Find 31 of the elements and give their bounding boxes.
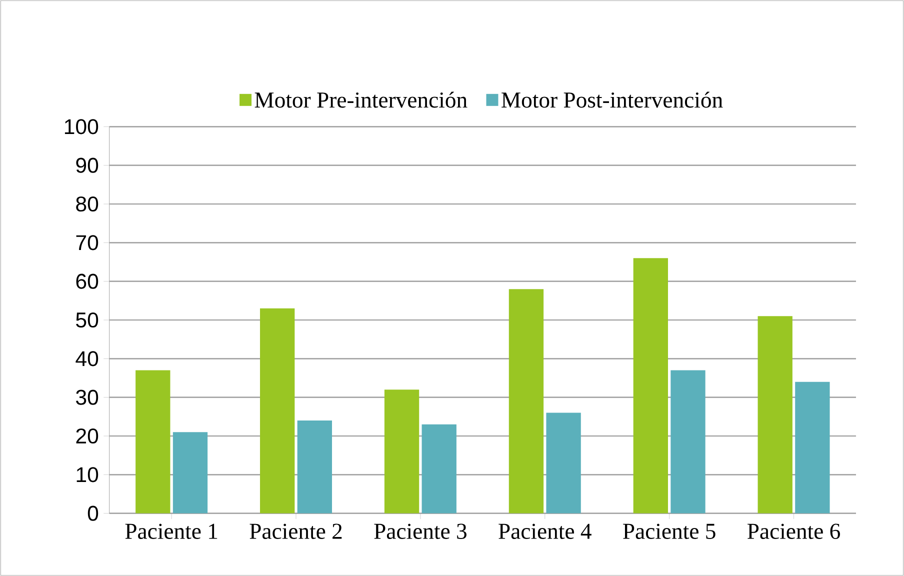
y-tick-label: 90 xyxy=(76,158,98,173)
bar xyxy=(422,424,456,514)
y-tick-label: 20 xyxy=(76,428,98,444)
bar xyxy=(260,308,295,514)
bar xyxy=(795,382,830,514)
legend-label: Motor Post-intervención xyxy=(502,92,723,108)
bar xyxy=(508,289,544,514)
x-tick-label: Paciente 3 xyxy=(374,524,466,539)
bar xyxy=(136,370,170,514)
y-tick-label: 60 xyxy=(76,274,98,289)
y-tick-label: 100 xyxy=(64,119,98,134)
x-tick-label: Paciente 4 xyxy=(498,524,592,539)
bar xyxy=(297,420,332,514)
y-tick-label: 70 xyxy=(76,235,98,250)
bar xyxy=(758,316,792,514)
bar xyxy=(546,412,581,514)
x-tick-label: Paciente 2 xyxy=(250,524,342,539)
y-tick-label: 30 xyxy=(76,390,98,405)
y-tick-label: 80 xyxy=(76,196,98,212)
bar xyxy=(670,370,706,514)
bar xyxy=(633,258,668,514)
y-tick-label: 40 xyxy=(76,351,98,366)
bar xyxy=(384,390,420,514)
x-tick-label: Paciente 6 xyxy=(748,524,840,539)
legend-label: Motor Pre-intervención xyxy=(254,92,468,108)
y-tick-label: 0 xyxy=(88,506,98,521)
x-tick-label: Paciente 1 xyxy=(125,524,218,539)
x-tick-label: Paciente 5 xyxy=(623,524,716,539)
bar xyxy=(172,432,208,514)
y-tick-label: 10 xyxy=(76,467,98,482)
y-tick-label: 50 xyxy=(76,312,98,328)
